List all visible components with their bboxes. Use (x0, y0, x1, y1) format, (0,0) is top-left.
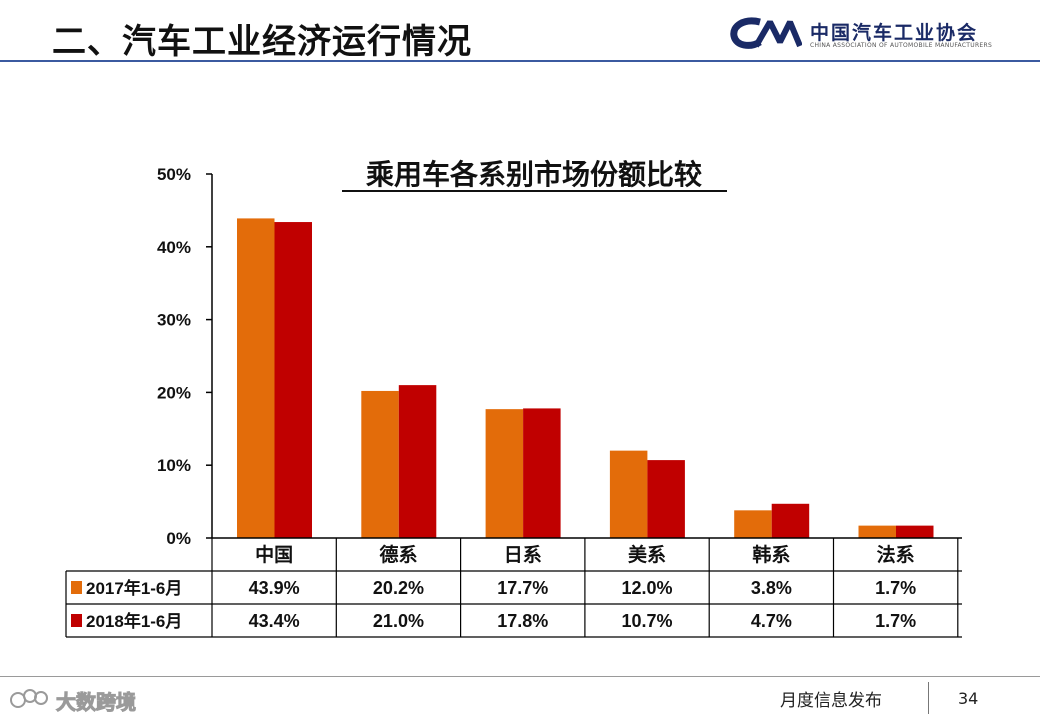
category-label: 日系 (504, 544, 542, 566)
category-label: 美系 (628, 543, 666, 566)
footer-divider (0, 676, 1040, 677)
data-label: 43.9% (249, 578, 300, 598)
footer-vertical-divider (928, 682, 929, 714)
bar-1-5 (896, 525, 934, 538)
bar-1-2 (523, 408, 561, 538)
y-tick-label: 20% (157, 383, 191, 402)
category-label: 德系 (379, 543, 417, 566)
legend-label: 2018年1-6月 (86, 611, 182, 631)
bar-0-5 (858, 525, 896, 538)
bar-chart: 乘用车各系别市场份额比较 0% 10% 20% 30% 40% 50% 中国 德系 日系 美系 韩系 法… (65, 158, 962, 638)
data-label: 4.7% (751, 611, 792, 631)
bar-1-1 (398, 385, 437, 538)
bar-0-2 (485, 409, 524, 538)
bar-1-3 (647, 460, 685, 538)
caam-logo: 中国汽车工业协会 CHINA ASSOCIATION OF AUTOMOBILE… (730, 14, 1020, 54)
y-tick-label: 30% (157, 311, 191, 330)
bar-0-4 (734, 510, 772, 538)
bar-1-0 (274, 222, 312, 538)
data-label: 12.0% (622, 578, 673, 598)
bar-0-0 (237, 218, 275, 538)
chart-title: 乘用车各系别市场份额比较 (366, 158, 702, 190)
footer-text: 月度信息发布 (780, 691, 882, 711)
y-tick-label: 0% (166, 529, 191, 548)
data-label: 43.4% (249, 611, 300, 631)
header-divider (0, 60, 1040, 62)
bar-1-4 (771, 503, 810, 538)
slide-title: 二、汽车工业经济运行情况 (52, 22, 472, 62)
page-number: 34 (958, 689, 979, 708)
data-label: 17.8% (497, 611, 548, 631)
watermark: 大数跨境 (8, 684, 148, 715)
bubble-logo-icon (10, 689, 48, 708)
y-tick-label: 40% (157, 238, 191, 257)
legend-swatch-1 (71, 614, 82, 627)
bar-0-1 (361, 390, 399, 538)
data-label: 20.2% (373, 578, 424, 598)
data-label: 1.7% (875, 611, 916, 631)
data-label: 21.0% (373, 611, 424, 631)
legend-swatch-0 (71, 581, 82, 594)
logo-name: 中国汽车工业协会 (810, 22, 979, 44)
bar-0-3 (609, 450, 648, 538)
data-label: 10.7% (622, 611, 673, 631)
caam-logo-icon (730, 17, 802, 49)
watermark-text: 大数跨境 (56, 690, 137, 715)
category-label: 中国 (255, 543, 293, 566)
data-label: 3.8% (751, 578, 792, 598)
y-tick-label: 10% (157, 456, 191, 475)
data-label: 17.7% (497, 578, 548, 598)
data-label: 1.7% (875, 578, 916, 598)
y-tick-label: 50% (157, 165, 191, 184)
category-label: 韩系 (752, 543, 790, 566)
logo-subtitle: CHINA ASSOCIATION OF AUTOMOBILE MANUFACT… (810, 42, 993, 49)
legend-label: 2017年1-6月 (86, 578, 182, 598)
category-label: 法系 (877, 543, 915, 566)
